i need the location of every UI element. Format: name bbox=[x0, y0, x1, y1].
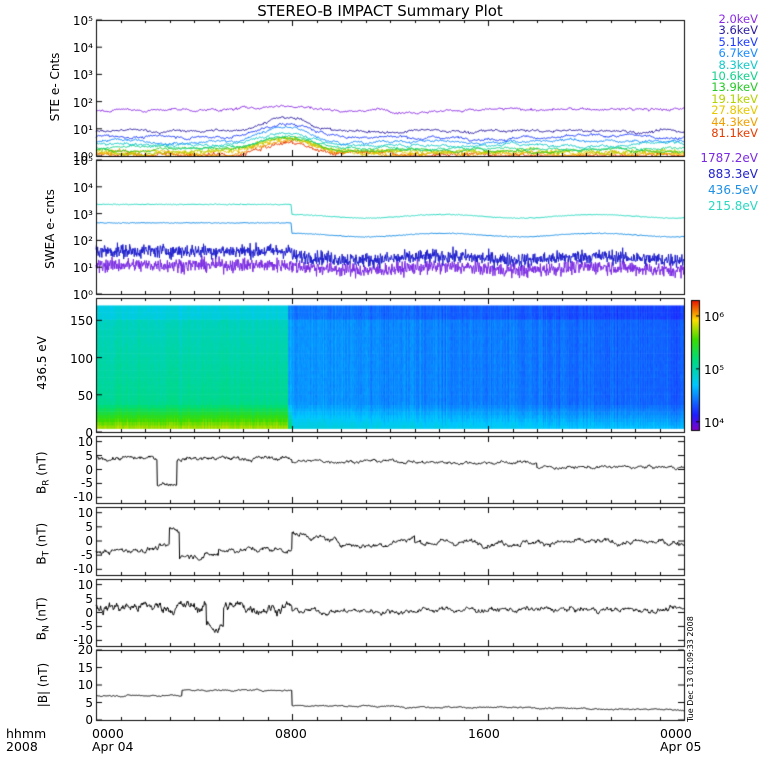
pad-ytick-label: 0 bbox=[85, 426, 93, 440]
br-ytick-label: -5 bbox=[81, 476, 93, 491]
x-left-label-top: hhmm bbox=[6, 726, 47, 741]
legend-entry: 8.3keV bbox=[718, 57, 758, 72]
legend-entry: 81.1keV bbox=[711, 126, 758, 141]
bt-ytick-label: 10 bbox=[77, 505, 93, 520]
legend-entry: 1787.2eV bbox=[700, 151, 758, 165]
colorbar-tick-label: 10⁵ bbox=[704, 362, 725, 377]
x-tick-sublabel: Apr 05 bbox=[660, 739, 702, 754]
ste-ytick-label: 10³ bbox=[72, 68, 93, 83]
bn-ytick-label: 0 bbox=[85, 605, 93, 620]
plot-title: STEREO-B IMPACT Summary Plot bbox=[257, 2, 503, 20]
x-tick-label: 0800 bbox=[275, 726, 307, 741]
x-tick-label: 0000 bbox=[92, 726, 124, 741]
ste-ytick-label: 10⁴ bbox=[72, 41, 93, 56]
bt-ytick-label: 5 bbox=[85, 519, 93, 534]
bt-ytick-label: -10 bbox=[73, 562, 93, 577]
legend-entry: 215.8eV bbox=[708, 199, 758, 213]
bn-ytick-label: 5 bbox=[85, 591, 93, 606]
br-ylabel: BR (nT) bbox=[34, 451, 52, 495]
br-ytick-label: 10 bbox=[77, 434, 93, 449]
bmag-ytick-label: 15 bbox=[77, 660, 93, 675]
pad-ytick-label: 50 bbox=[77, 388, 93, 403]
ste-ytick-label: 10¹ bbox=[72, 122, 93, 137]
legend-entry: 3.6keV bbox=[718, 23, 758, 38]
br-ytick-label: -10 bbox=[73, 490, 93, 505]
pad-ylabel: 436.5 eV bbox=[35, 336, 49, 390]
swea-ytick-label: 10⁰ bbox=[72, 288, 93, 302]
pad-ytick-label: 150 bbox=[70, 314, 93, 329]
bt-ylabel: BT (nT) bbox=[34, 522, 52, 565]
bmag-ytick-label: 0 bbox=[85, 713, 93, 727]
bmag-ytick-label: 5 bbox=[85, 695, 93, 710]
pad-ytick-label: 100 bbox=[70, 351, 93, 366]
bmag-ylabel: |B| (nT) bbox=[36, 662, 50, 708]
bn-ytick-label: 10 bbox=[77, 577, 93, 592]
br-ytick-label: 5 bbox=[85, 448, 93, 463]
legend-entry: 27.8keV bbox=[711, 103, 758, 118]
swea-legend: 1787.2eV 883.3eV 436.5eV 215.8eV bbox=[690, 150, 758, 214]
bmag-ytick-label: 10 bbox=[77, 678, 93, 692]
ste-ylabel: STE e- Cnts bbox=[48, 52, 62, 122]
bmag-ytick-label: 20 bbox=[77, 643, 93, 657]
colorbar-tick-label: 10⁴ bbox=[704, 415, 725, 430]
swea-ytick-label: 10² bbox=[72, 234, 93, 249]
swea-ytick-label: 10⁵ bbox=[72, 154, 93, 168]
ste-ytick-label: 10² bbox=[72, 95, 93, 110]
legend-entry: 883.3eV bbox=[708, 167, 758, 181]
x-tick-label: 0000 bbox=[660, 726, 692, 741]
swea-ytick-label: 10¹ bbox=[72, 261, 93, 276]
bt-ytick-label: 0 bbox=[85, 534, 93, 548]
legend-entry: 6.7keV bbox=[718, 46, 758, 61]
legend-entry: 2.0keV bbox=[718, 12, 758, 26]
bn-ylabel: BN (nT) bbox=[34, 597, 52, 641]
swea-ylabel: SWEA e- cnts bbox=[43, 189, 57, 269]
legend-entry: 19.1keV bbox=[711, 91, 758, 106]
br-ytick-label: 0 bbox=[85, 462, 93, 477]
x-tick-sublabel: Apr 04 bbox=[92, 739, 134, 754]
ste-ytick-label: 10⁰ bbox=[72, 150, 93, 164]
legend-entry: 5.1keV bbox=[718, 34, 758, 49]
bt-ytick-label: -5 bbox=[81, 548, 93, 563]
legend-entry: 10.6keV bbox=[711, 69, 758, 84]
legend-entry: 44.3keV bbox=[711, 114, 758, 129]
legend-entry: 436.5eV bbox=[708, 183, 758, 197]
colorbar-tick-label: 10⁶ bbox=[704, 309, 725, 324]
bn-ytick-label: -10 bbox=[73, 633, 93, 648]
ste-ytick-label: 10⁵ bbox=[72, 14, 93, 28]
x-tick-label: 1600 bbox=[468, 726, 500, 741]
timestamp-stamp: Tue Dec 13 01:09:33 2008 bbox=[686, 616, 695, 722]
swea-ytick-label: 10⁴ bbox=[72, 180, 93, 195]
ste-legend: 2.0keV 3.6keV 5.1keV 6.7keV 8.3keV 10.6k… bbox=[690, 12, 758, 141]
swea-ytick-label: 10³ bbox=[72, 207, 93, 222]
x-left-label-bottom: 2008 bbox=[6, 739, 38, 754]
legend-entry: 13.9keV bbox=[711, 80, 758, 95]
bn-ytick-label: -5 bbox=[81, 619, 93, 634]
